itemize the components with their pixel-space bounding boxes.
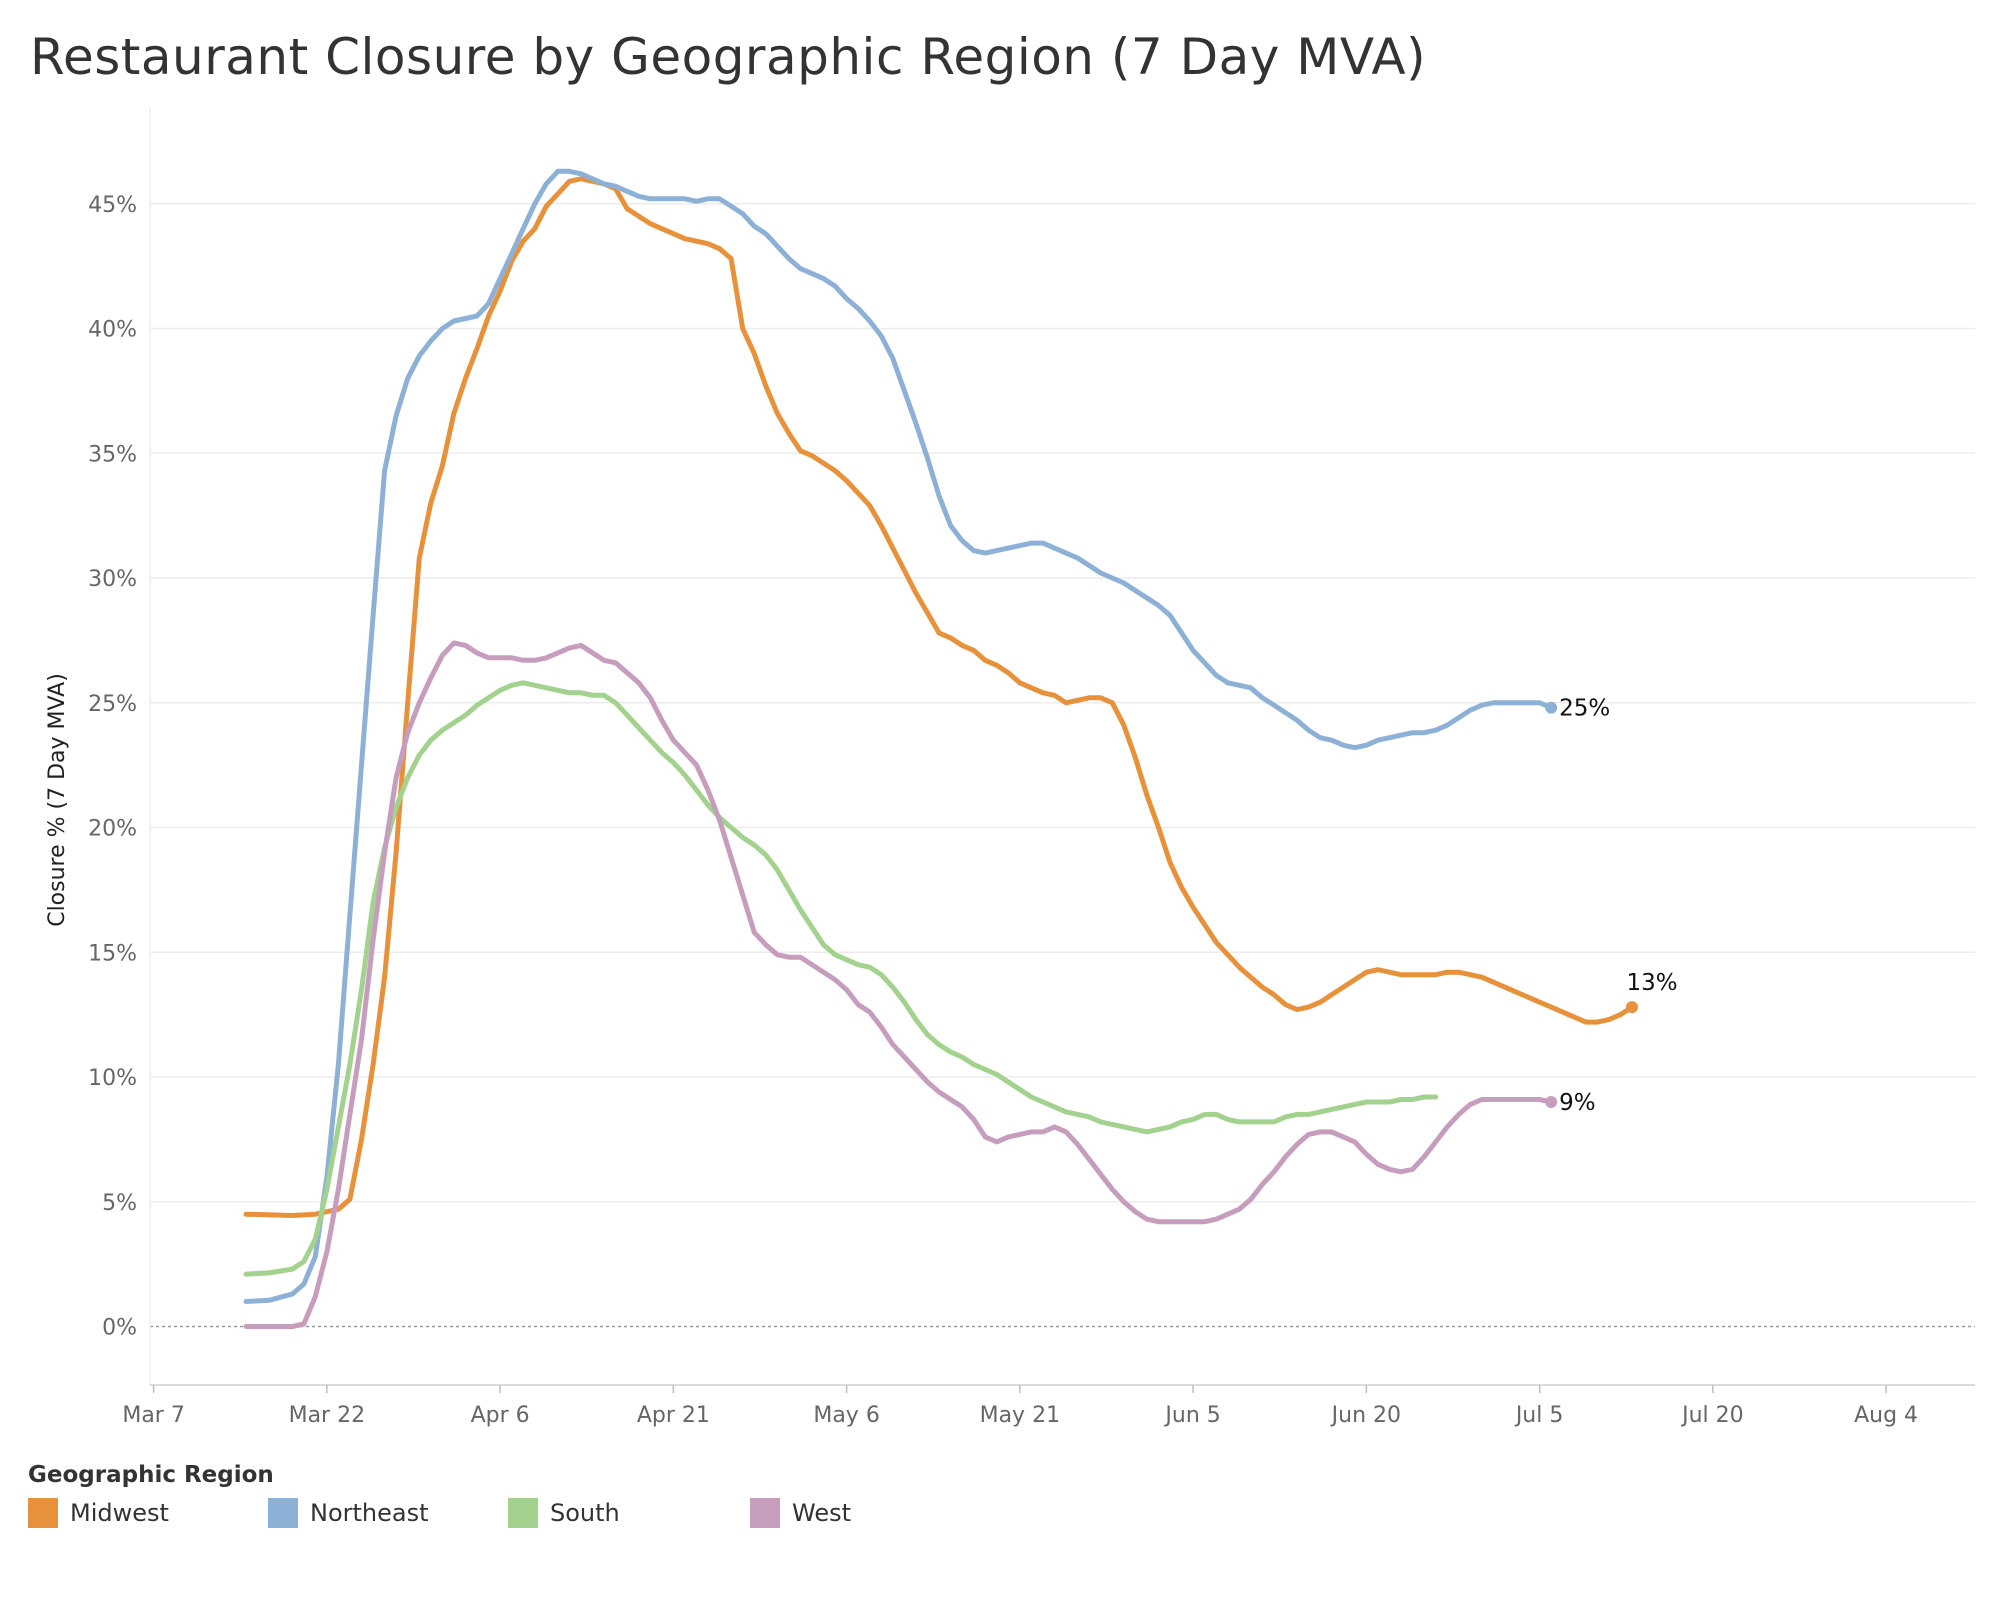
x-tick-label: May 6 bbox=[813, 1403, 879, 1428]
x-axis: Mar 7 Mar 22 Apr 6 Apr 21 May 6 May 21 Jun 5 Ju… bbox=[122, 1384, 1975, 1428]
end-label-west: 9% bbox=[1559, 1090, 1596, 1116]
y-axis-title: Closure % (7 Day MVA) bbox=[45, 673, 70, 927]
series-line-south[interactable] bbox=[243, 680, 1439, 1277]
x-tick-label: May 21 bbox=[980, 1403, 1060, 1428]
y-tick-label: 40% bbox=[88, 318, 137, 343]
end-point-northeast[interactable] bbox=[1545, 701, 1558, 714]
series-lines bbox=[243, 168, 1638, 1329]
end-labels: 13% 25% 9% bbox=[1559, 696, 1677, 1116]
legend-title: Geographic Region bbox=[28, 1462, 274, 1488]
x-tick-label: Jul 5 bbox=[1514, 1403, 1564, 1428]
end-point-west[interactable] bbox=[1545, 1095, 1558, 1108]
y-axis: 0% 5% 10% 15% 20% 25% 30% 35% 40% 45% bbox=[88, 108, 151, 1385]
legend-swatch bbox=[268, 1498, 298, 1528]
legend-item-west[interactable]: West bbox=[750, 1498, 851, 1528]
x-tick-label: Jun 20 bbox=[1330, 1403, 1401, 1428]
x-tick-label: Mar 22 bbox=[289, 1403, 366, 1428]
legend-label: Northeast bbox=[310, 1499, 429, 1527]
x-tick-label: Jun 5 bbox=[1163, 1403, 1220, 1428]
y-tick-label: 20% bbox=[88, 817, 137, 842]
legend-swatch bbox=[750, 1498, 780, 1528]
y-tick-label: 10% bbox=[88, 1066, 137, 1091]
legend-item-midwest[interactable]: Midwest bbox=[28, 1498, 169, 1528]
legend-swatch bbox=[28, 1498, 58, 1528]
legend-swatch bbox=[508, 1498, 538, 1528]
legend: Geographic Region Midwest Northeast South W… bbox=[28, 1462, 1028, 1532]
end-label-northeast: 25% bbox=[1559, 696, 1610, 722]
chart-title: Restaurant Closure by Geographic Region … bbox=[30, 28, 1427, 86]
y-tick-label: 30% bbox=[88, 567, 137, 592]
x-tick-label: Mar 7 bbox=[122, 1403, 185, 1428]
end-label-midwest: 13% bbox=[1626, 970, 1677, 996]
y-tick-label: 25% bbox=[88, 692, 137, 717]
end-point-midwest[interactable] bbox=[1626, 1001, 1638, 1014]
legend-item-south[interactable]: South bbox=[508, 1498, 620, 1528]
y-tick-label: 0% bbox=[102, 1316, 137, 1341]
legend-items: Midwest Northeast South West bbox=[28, 1498, 1028, 1532]
y-tick-label: 15% bbox=[88, 941, 137, 966]
x-tick-label: Jul 20 bbox=[1680, 1403, 1744, 1428]
legend-label: Midwest bbox=[70, 1499, 169, 1527]
series-line-west[interactable] bbox=[243, 640, 1554, 1329]
y-tick-label: 35% bbox=[88, 442, 137, 467]
x-tick-label: Apr 21 bbox=[637, 1403, 710, 1428]
x-tick-label: Aug 4 bbox=[1854, 1403, 1918, 1428]
y-tick-label: 5% bbox=[102, 1191, 137, 1216]
legend-label: South bbox=[550, 1499, 620, 1527]
gridlines bbox=[150, 203, 1975, 1328]
series-line-midwest[interactable] bbox=[243, 176, 1635, 1218]
series-line-northeast[interactable] bbox=[243, 168, 1554, 1304]
x-tick-label: Apr 6 bbox=[471, 1403, 530, 1428]
y-tick-label: 45% bbox=[88, 193, 137, 218]
legend-label: West bbox=[792, 1499, 852, 1527]
legend-item-northeast[interactable]: Northeast bbox=[268, 1498, 429, 1528]
